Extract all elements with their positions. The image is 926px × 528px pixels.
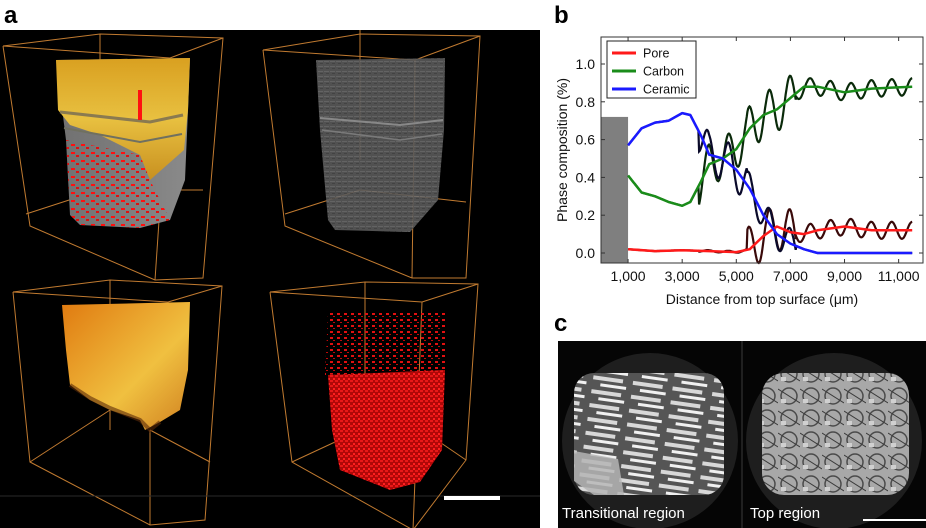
- y-tick-label: 0.6: [576, 132, 596, 148]
- y-tick-label: 0.2: [576, 207, 596, 223]
- caption-top-region: Top region: [750, 505, 821, 522]
- panel-c-scale-bar: [863, 519, 926, 521]
- y-tick-label: 0.4: [576, 169, 596, 185]
- series-pore: [628, 225, 913, 254]
- panel-a-3d-renderings: [0, 30, 540, 528]
- x-tick-label: 11,000: [878, 268, 920, 284]
- x-tick-label: 7,000: [773, 268, 808, 284]
- x-axis-label: Distance from top surface (μm): [666, 291, 858, 307]
- series-carbon: [627, 85, 913, 208]
- shaded-region: [601, 116, 629, 263]
- legend-label-carbon: Carbon: [643, 65, 684, 79]
- caption-transitional-region: Transitional region: [562, 505, 685, 522]
- series-ceramic: [627, 111, 913, 255]
- panel-a-graphic: [0, 30, 540, 528]
- x-tick-label: 3,000: [665, 268, 700, 284]
- panel-c-graphic: [558, 341, 926, 528]
- x-tick-label: 9,000: [827, 268, 862, 284]
- view-gray-volume: [262, 30, 481, 279]
- x-tick-label: 5,000: [719, 268, 754, 284]
- panel-b-phase-composition-chart: 0.0 0.2 0.4 0.6 0.8 1.0 1,000 3,000 5,000 7,000 9,…: [540, 0, 926, 310]
- panel-a-scale-bar: [444, 496, 500, 500]
- panel-c-cross-sections: Transitional region Top region: [558, 341, 926, 528]
- chart-canvas: 0.0 0.2 0.4 0.6 0.8 1.0 1,000 3,000 5,000 7,000 9,…: [554, 36, 924, 307]
- panel-label-c: c: [554, 310, 568, 337]
- legend-label-ceramic: Ceramic: [643, 83, 690, 97]
- y-tick-label: 0.0: [576, 245, 596, 261]
- plot-frame: [600, 36, 924, 264]
- y-tick-label: 0.8: [576, 94, 596, 110]
- transitional-region-image: [562, 353, 738, 528]
- panel-label-a: a: [4, 2, 18, 29]
- top-region-image: [746, 353, 922, 528]
- view-combined-volume: [2, 33, 224, 281]
- x-tick-label: 1,000: [611, 268, 646, 284]
- panel-label-b: b: [554, 2, 569, 29]
- legend-label-pore: Pore: [643, 47, 669, 61]
- y-axis-label: Phase composition (%): [554, 78, 570, 222]
- y-tick-label: 1.0: [576, 56, 596, 72]
- view-pore-volume: [269, 281, 479, 528]
- view-carbon-volume: [0, 279, 540, 526]
